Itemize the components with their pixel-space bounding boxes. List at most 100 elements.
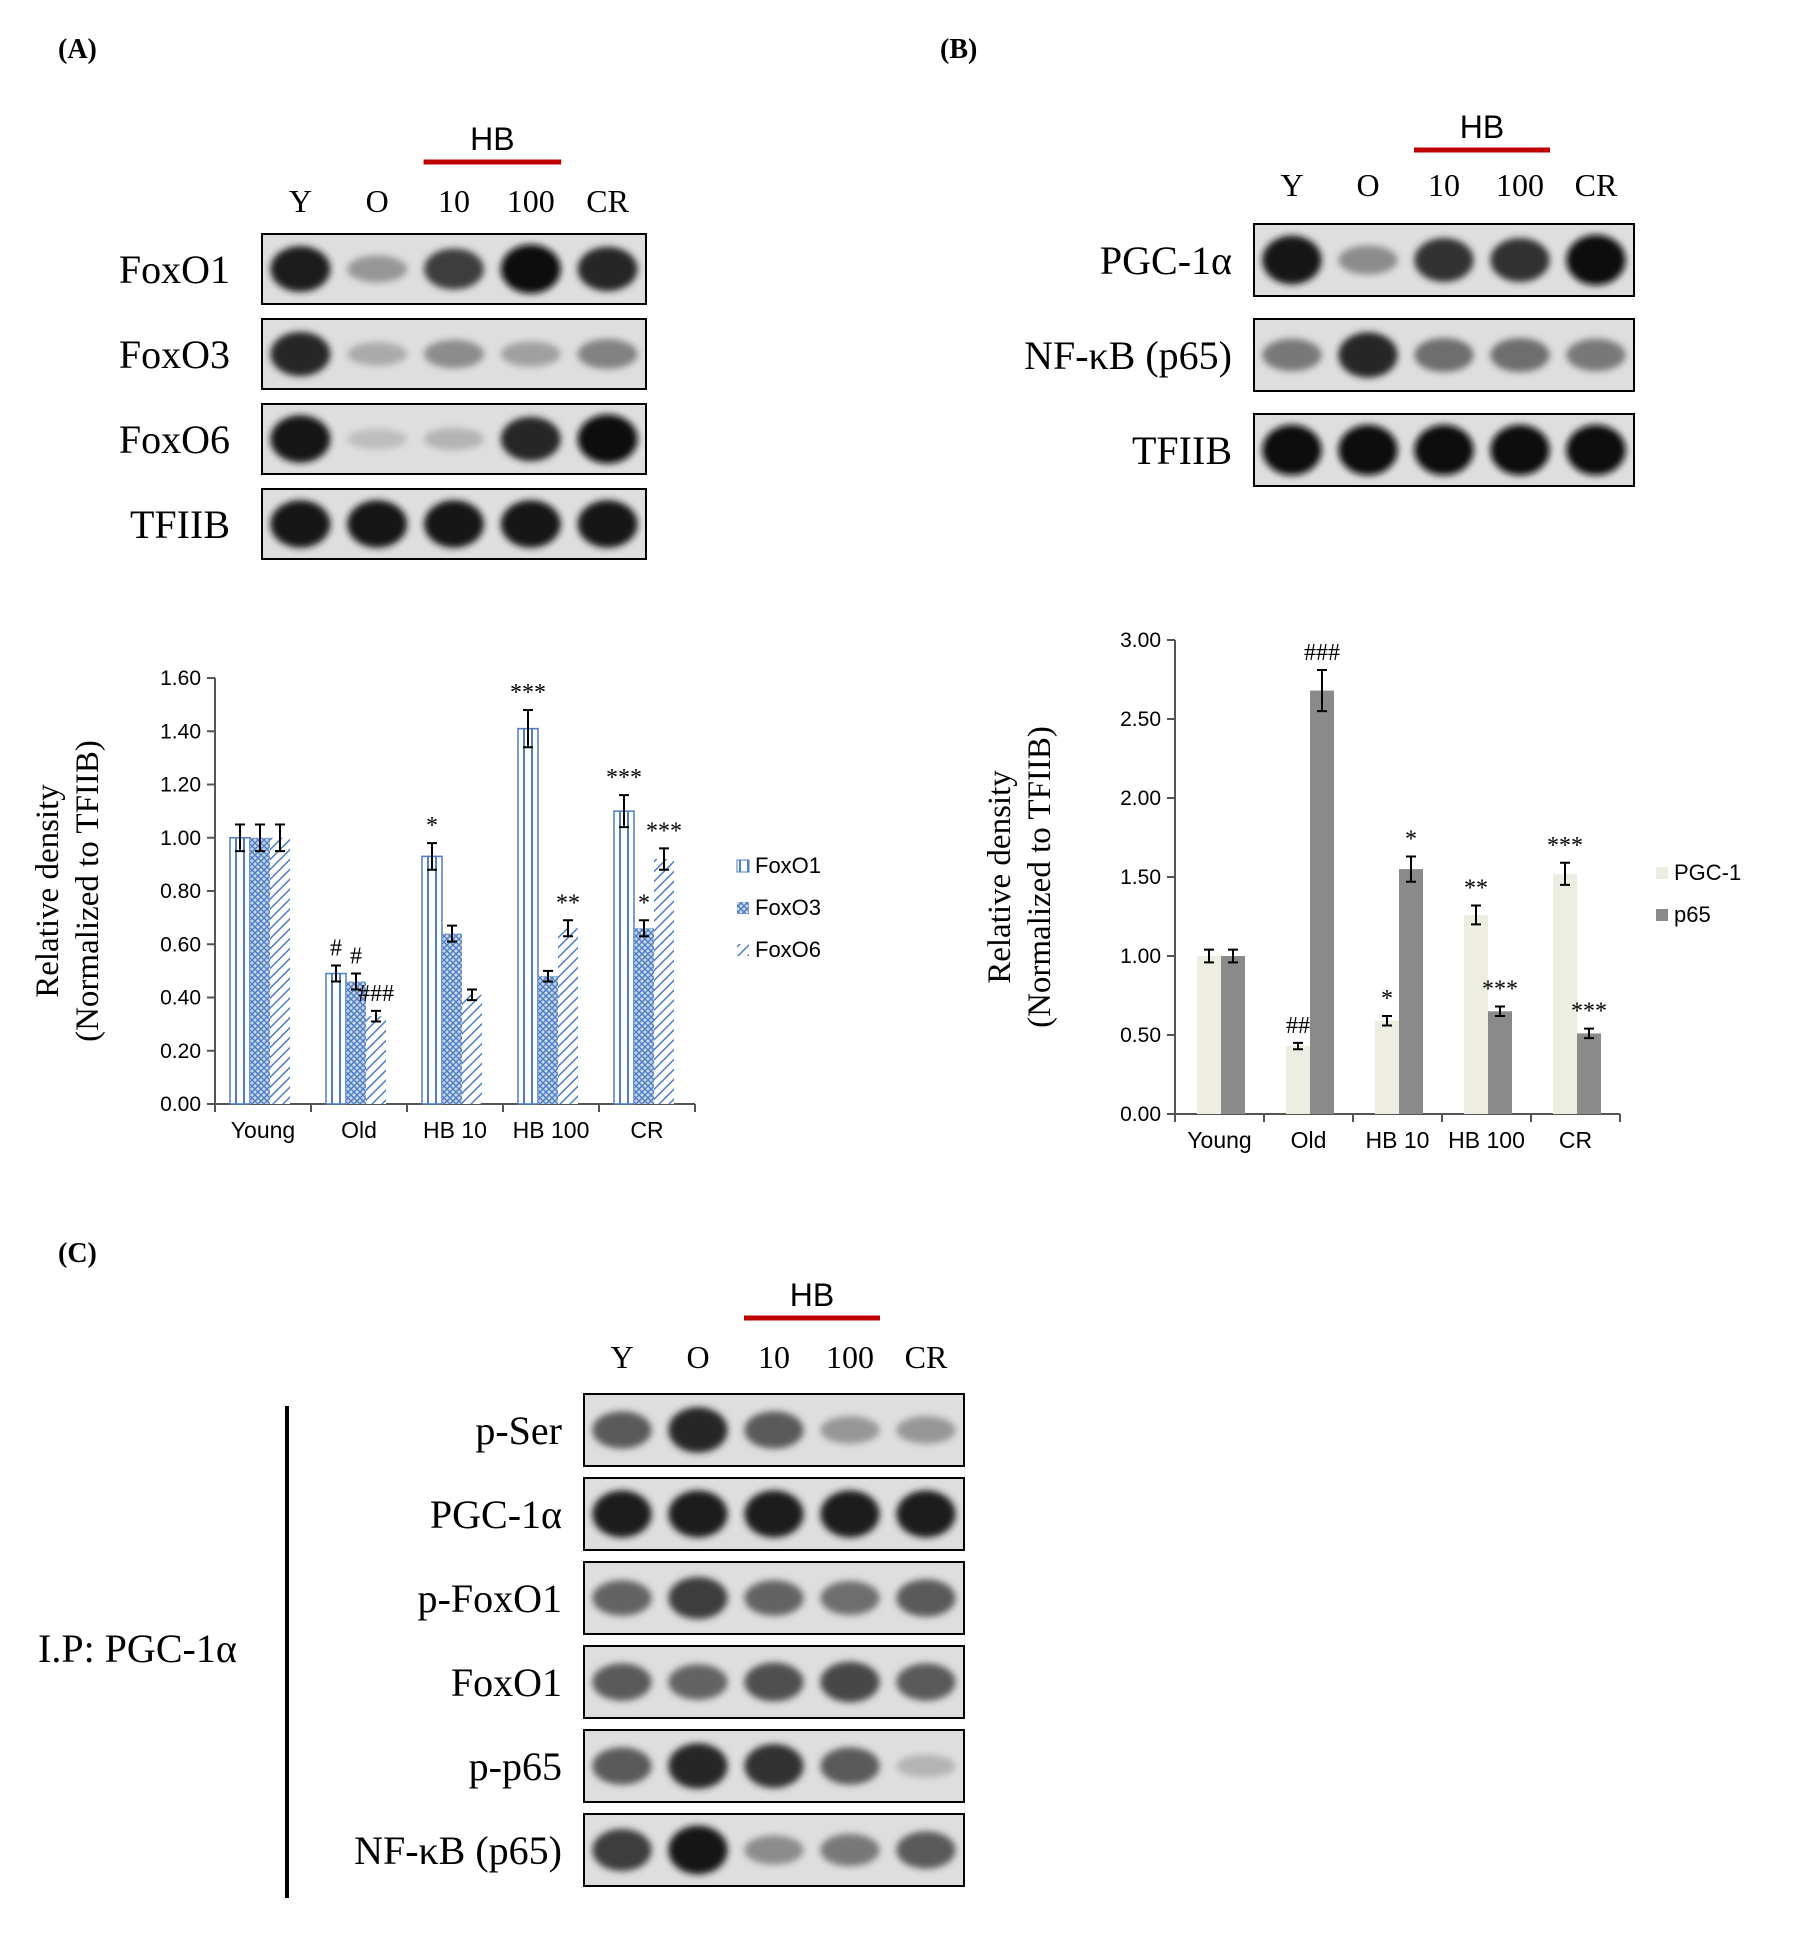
bar-foxo6-hb-10 bbox=[462, 994, 482, 1104]
error-bar bbox=[1382, 1015, 1392, 1027]
legend-label-pgc-1: PGC-1 bbox=[1674, 860, 1741, 885]
lane-label-10: 10 bbox=[438, 183, 470, 219]
band bbox=[744, 1662, 804, 1702]
blot-row-foxo1: FoxO1 bbox=[451, 1645, 965, 1719]
band bbox=[347, 500, 408, 548]
band bbox=[1490, 424, 1550, 476]
band bbox=[1338, 332, 1398, 378]
bar-foxo1-hb-10 bbox=[421, 855, 443, 1105]
band bbox=[896, 1831, 956, 1869]
band bbox=[424, 339, 484, 369]
bar-pgc-1-hb-10 bbox=[1375, 1020, 1399, 1114]
band bbox=[1566, 234, 1626, 286]
significance-mark: * bbox=[1381, 986, 1393, 1012]
lane-label-o: O bbox=[366, 183, 389, 219]
blot-row-p-foxo1: p-FoxO1 bbox=[418, 1561, 965, 1635]
band bbox=[668, 1825, 728, 1875]
error-bar bbox=[467, 988, 477, 1002]
band bbox=[744, 1490, 804, 1538]
band bbox=[744, 1835, 804, 1865]
error-bar bbox=[1406, 855, 1416, 883]
band bbox=[1262, 424, 1322, 476]
blot-row-foxo3: FoxO3 bbox=[119, 318, 647, 390]
bar-foxo1-old bbox=[325, 972, 347, 1105]
legend-swatch-foxo3 bbox=[737, 902, 749, 914]
bar-foxo3-old bbox=[346, 981, 366, 1104]
error-bar bbox=[1560, 861, 1570, 886]
band bbox=[347, 428, 408, 450]
bar-foxo3-young bbox=[250, 837, 270, 1104]
blot-row-label: TFIIB bbox=[1132, 428, 1232, 473]
legend-swatch-p65 bbox=[1656, 909, 1668, 921]
error-bar bbox=[1228, 948, 1238, 964]
panel-b-bar-chart: 0.00 0.50 1.00 1.50 2.00 2.50 3.00 Young Old HB 1… bbox=[982, 629, 1741, 1153]
band bbox=[1566, 424, 1626, 476]
blot-row-tfiib: TFIIB bbox=[130, 488, 647, 560]
error-bar bbox=[1471, 904, 1481, 926]
lane-label-10: 10 bbox=[1428, 167, 1460, 203]
blot-row-label: PGC-1α bbox=[430, 1492, 562, 1537]
significance-mark: ** bbox=[556, 890, 580, 916]
panel-a-bar-chart: 0.00 0.20 0.40 0.60 0.80 1.00 1.20 1.40 1.60 Youn… bbox=[30, 667, 821, 1143]
y-axis-label-secondary: (Normalized to TFIIB) bbox=[1022, 726, 1058, 1028]
bar-foxo1-cr bbox=[613, 810, 635, 1105]
x-tick-label-cr: CR bbox=[630, 1117, 663, 1143]
lane-label-cr: CR bbox=[586, 183, 629, 219]
bar-pgc-1-old bbox=[1286, 1046, 1310, 1114]
band bbox=[1338, 424, 1398, 476]
ip-label: I.P: PGC-1α bbox=[38, 1626, 237, 1671]
panel-c-label: (C) bbox=[58, 1238, 97, 1269]
band bbox=[500, 416, 561, 462]
bar-foxo6-cr bbox=[654, 859, 674, 1104]
bar-pgc-1-cr bbox=[1553, 873, 1577, 1114]
y-tick-label: 0.40 bbox=[160, 987, 201, 1010]
band bbox=[500, 500, 561, 548]
band bbox=[270, 331, 331, 377]
band bbox=[820, 1661, 880, 1703]
blot-row-label: PGC-1α bbox=[1100, 238, 1232, 283]
blot-row-nf-b-p65: NF-κB (p65) bbox=[354, 1813, 965, 1887]
x-tick-label-hb-10: HB 10 bbox=[423, 1117, 487, 1143]
lane-label-o: O bbox=[686, 1339, 709, 1375]
significance-mark: *** bbox=[606, 765, 642, 791]
blot-row-label: p-FoxO1 bbox=[418, 1576, 562, 1621]
significance-mark: *** bbox=[1571, 999, 1607, 1025]
series-foxo1: #******* bbox=[229, 680, 642, 1105]
y-tick-label: 3.00 bbox=[1120, 629, 1161, 652]
significance-mark: # bbox=[350, 944, 362, 970]
error-bar bbox=[1317, 669, 1327, 713]
x-tick-label-hb-100: HB 100 bbox=[513, 1117, 590, 1143]
band bbox=[270, 500, 331, 548]
bar-foxo6-young bbox=[270, 837, 290, 1104]
significance-mark: * bbox=[426, 813, 438, 839]
blot-row-pgc-1: PGC-1α bbox=[430, 1477, 965, 1551]
error-bar bbox=[427, 842, 437, 871]
significance-mark: ### bbox=[358, 981, 394, 1007]
series-foxo3: #* bbox=[250, 823, 654, 1104]
significance-mark: * bbox=[638, 890, 650, 916]
hb-group-label: HB bbox=[1460, 109, 1504, 145]
blot-row-label: NF-κB (p65) bbox=[1024, 333, 1232, 378]
bar-foxo3-hb-100 bbox=[538, 976, 558, 1104]
error-bar bbox=[275, 823, 285, 853]
blot-row-label: p-Ser bbox=[475, 1408, 562, 1453]
x-tick-label-cr: CR bbox=[1559, 1127, 1592, 1153]
lane-label-o: O bbox=[1356, 167, 1379, 203]
bar-p65-cr bbox=[1577, 1033, 1601, 1114]
band bbox=[347, 255, 408, 283]
error-bar bbox=[523, 708, 533, 749]
x-tick-label-young: Young bbox=[1187, 1127, 1251, 1153]
lane-label-y: Y bbox=[610, 1339, 633, 1375]
series-pgc-1: ##****** bbox=[1197, 833, 1583, 1114]
panel-a-label: (A) bbox=[58, 34, 97, 65]
band bbox=[1414, 424, 1474, 476]
lane-label-cr: CR bbox=[905, 1339, 948, 1375]
bar-p65-hb-10 bbox=[1399, 869, 1423, 1114]
band bbox=[1414, 238, 1474, 282]
band bbox=[820, 1833, 880, 1867]
error-bar bbox=[351, 972, 361, 991]
significance-mark: ## bbox=[1286, 1013, 1310, 1039]
blot-row-label: FoxO3 bbox=[119, 332, 230, 377]
band bbox=[896, 1663, 956, 1701]
